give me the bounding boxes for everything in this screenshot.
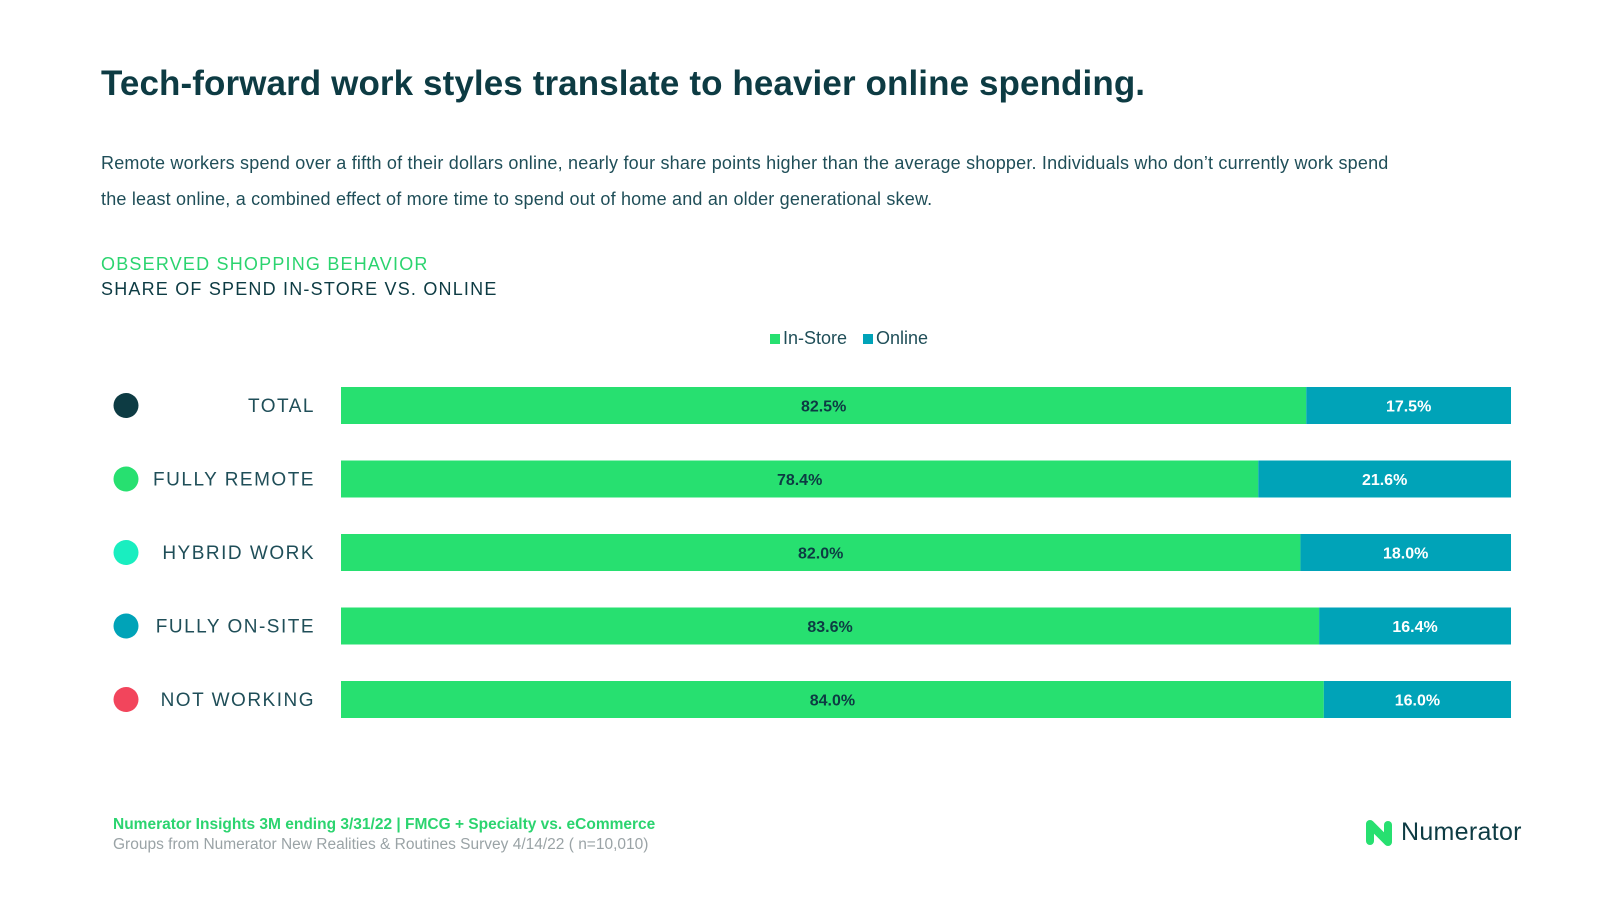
data-label-online-fully-remote: 21.6% <box>1362 472 1407 489</box>
bar-online-fully-remote <box>1258 460 1511 498</box>
bar-in-store-not-working <box>341 681 1324 718</box>
category-label-not-working: NOT WORKING <box>161 690 315 711</box>
data-label-online-fully-on-site: 16.4% <box>1392 619 1437 636</box>
bar-online-hybrid-work <box>1300 534 1511 571</box>
logo-text: Numerator <box>1401 818 1522 846</box>
legend-item-in-store: In-Store <box>770 328 847 349</box>
data-label-in-store-hybrid-work: 82.0% <box>798 546 843 563</box>
chart-heading: SHARE OF SPEND IN-STORE VS. ONLINE <box>101 279 498 299</box>
numerator-logo-icon <box>1366 819 1392 846</box>
category-dot-hybrid-work <box>113 540 139 565</box>
footer-note: Groups from Numerator New Realities & Ro… <box>113 836 649 853</box>
page-title: Tech-forward work styles translate to he… <box>101 64 1146 103</box>
legend-swatch-in-store <box>770 333 780 344</box>
footer-source: Numerator Insights 3M ending 3/31/22 | F… <box>113 816 656 833</box>
bar-online-fully-on-site <box>1319 607 1511 645</box>
data-label-in-store-fully-on-site: 83.6% <box>807 619 852 636</box>
chart-legend: In-Store Online <box>770 328 928 349</box>
data-label-online-total: 17.5% <box>1386 399 1431 416</box>
bar-in-store-fully-on-site <box>341 607 1320 645</box>
data-label-online-hybrid-work: 18.0% <box>1383 546 1428 563</box>
legend-item-online: Online <box>863 328 928 349</box>
legend-swatch-online <box>863 333 874 344</box>
data-label-in-store-fully-remote: 78.4% <box>777 472 822 489</box>
bar-in-store-total <box>341 387 1307 424</box>
category-label-total: TOTAL <box>248 396 315 417</box>
data-label-in-store-total: 82.5% <box>801 399 846 416</box>
legend-label-online: Online <box>876 328 929 348</box>
category-dot-fully-on-site <box>113 613 139 639</box>
legend-label-in-store: In-Store <box>783 328 848 348</box>
bar-in-store-fully-remote <box>341 460 1259 498</box>
chart-kicker: OBSERVED SHOPPING BEHAVIOR <box>101 254 429 274</box>
data-label-in-store-not-working: 84.0% <box>810 693 855 710</box>
category-label-fully-remote: FULLY REMOTE <box>153 470 315 491</box>
bar-online-total <box>1306 387 1511 424</box>
numerator-logo: Numerator <box>1365 818 1522 847</box>
bar-online-not-working <box>1323 681 1511 718</box>
category-label-hybrid-work: HYBRID WORK <box>162 543 315 564</box>
category-label-fully-on-site: FULLY ON-SITE <box>156 617 315 638</box>
page-subtitle: Remote workers spend over a fifth of the… <box>101 153 1389 209</box>
category-dot-total <box>113 393 139 418</box>
bar-in-store-hybrid-work <box>341 534 1301 571</box>
category-dot-fully-remote <box>113 466 139 492</box>
data-label-online-not-working: 16.0% <box>1395 693 1440 710</box>
category-dot-not-working <box>113 687 139 712</box>
